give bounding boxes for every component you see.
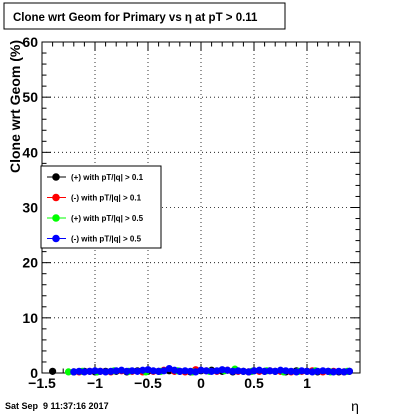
legend-label: (-) with pT/|q| > 0.5 (71, 235, 142, 244)
data-point-series-4 (86, 367, 94, 375)
data-point-series-4 (287, 367, 295, 375)
data-point-series-4 (303, 367, 311, 375)
data-point-series-4 (250, 367, 258, 375)
data-point-series-4 (239, 367, 247, 375)
data-point-series-4 (345, 367, 353, 375)
legend-label: (+) with pT/|q| > 0.5 (71, 214, 144, 223)
data-point-series-4 (149, 367, 157, 375)
data-point-series-4 (181, 367, 189, 375)
data-point-series-4 (75, 367, 83, 375)
x-tick-label: 1 (303, 375, 311, 391)
y-tick-label: 60 (22, 34, 38, 50)
data-point-series-4 (197, 366, 205, 374)
legend-marker (52, 214, 60, 222)
data-point-series-1 (49, 367, 57, 375)
data-point-series-4 (218, 366, 226, 374)
x-tick-label: −1 (87, 375, 103, 391)
data-points (49, 364, 353, 376)
legend-label: (+) with pT/|q| > 0.1 (71, 173, 144, 182)
legend-label: (-) with pT/|q| > 0.1 (71, 194, 142, 203)
data-point-series-4 (102, 368, 110, 376)
legend-marker (52, 173, 60, 181)
legend-marker (52, 193, 60, 202)
x-tick-label: 0.5 (244, 375, 264, 391)
legend-marker (52, 234, 60, 243)
data-point-series-4 (186, 367, 194, 375)
data-point-series-4 (319, 367, 327, 375)
data-point-series-4 (308, 368, 316, 376)
x-tick-label: 0 (197, 375, 205, 391)
y-tick-label: 50 (22, 89, 38, 105)
timestamp: Sat Sep 9 11:37:16 2017 (5, 401, 109, 411)
data-point-series-4 (112, 367, 120, 375)
chart-title: Clone wrt Geom for Primary vs η at pT > … (13, 12, 258, 24)
data-point-series-4 (208, 367, 216, 375)
data-point-series-4 (155, 367, 163, 375)
data-point-series-4 (329, 368, 338, 376)
data-point-series-4 (314, 367, 322, 375)
x-tick-label: −1.5 (28, 375, 56, 391)
y-tick-label: 10 (22, 310, 38, 326)
data-point-series-4 (91, 367, 99, 375)
data-point-series-4 (128, 367, 136, 375)
data-point-series-4 (80, 368, 88, 376)
data-point-series-4 (335, 367, 343, 375)
y-axis-label: Clone wrt Geom (%) (7, 40, 23, 173)
data-point-series-4 (234, 367, 242, 375)
data-point-series-4 (229, 367, 237, 375)
data-point-series-4 (298, 367, 306, 375)
data-point-series-4 (202, 367, 210, 375)
data-point-series-4 (107, 367, 115, 375)
y-tick-label: 0 (30, 365, 38, 381)
legend-box (40, 165, 162, 249)
data-point-series-4 (139, 366, 147, 374)
legend: (+) with pT/|q| > 0.1 (-) with pT/|q| > 0… (40, 165, 162, 249)
data-point-series-4 (340, 368, 348, 376)
x-axis-label: η (351, 398, 359, 414)
data-point-series-4 (276, 366, 285, 374)
data-point-series-4 (96, 367, 104, 375)
y-tick-label: 40 (22, 144, 38, 160)
data-point-series-4 (70, 368, 78, 376)
chart-title-box: Clone wrt Geom for Primary vs η at pT > … (3, 2, 286, 30)
x-tick-label: −0.5 (134, 375, 162, 391)
y-tick-label: 30 (22, 200, 38, 216)
data-point-series-4 (123, 367, 131, 375)
data-point-series-4 (176, 367, 184, 375)
data-point-series-4 (324, 367, 332, 375)
data-point-series-3 (64, 368, 73, 376)
y-tick-label: 20 (22, 255, 38, 271)
data-point-series-4 (266, 367, 274, 375)
data-point-series-4 (261, 367, 269, 375)
data-point-series-4 (282, 367, 290, 375)
